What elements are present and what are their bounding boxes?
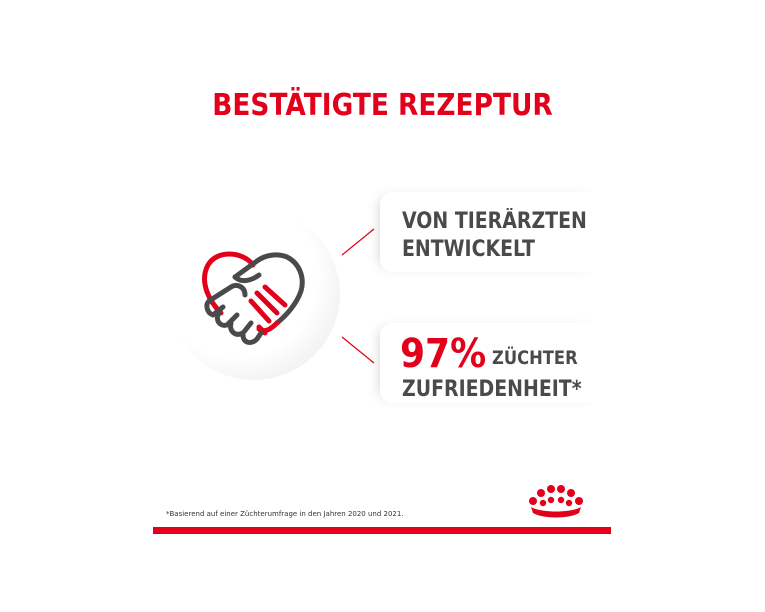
feature-developed-line1: VON TIERÄRZTEN — [402, 209, 587, 234]
feature-developed-line2: ENTWICKELT — [402, 237, 535, 262]
handshake-heart-icon — [202, 251, 305, 345]
connector-lines — [341, 228, 375, 364]
feature-card-developed — [380, 192, 600, 272]
feature-card-satisfaction — [380, 323, 600, 403]
page-title: BESTÄTIGTE REZEPTUR — [212, 88, 553, 123]
royal-canin-crown-logo — [529, 485, 583, 518]
feature-developed-text: VON TIERÄRZTEN ENTWICKELT — [402, 208, 587, 264]
footnote: *Basierend auf einer Züchterumfrage in d… — [166, 510, 404, 518]
satisfaction-word-satisfaction: ZUFRIEDENHEIT* — [402, 377, 582, 402]
satisfaction-percent: 97% — [400, 331, 487, 377]
icon-disc — [168, 208, 340, 380]
satisfaction-word-breeder: ZÜCHTER — [492, 347, 578, 369]
footer-red-bar — [153, 527, 611, 534]
